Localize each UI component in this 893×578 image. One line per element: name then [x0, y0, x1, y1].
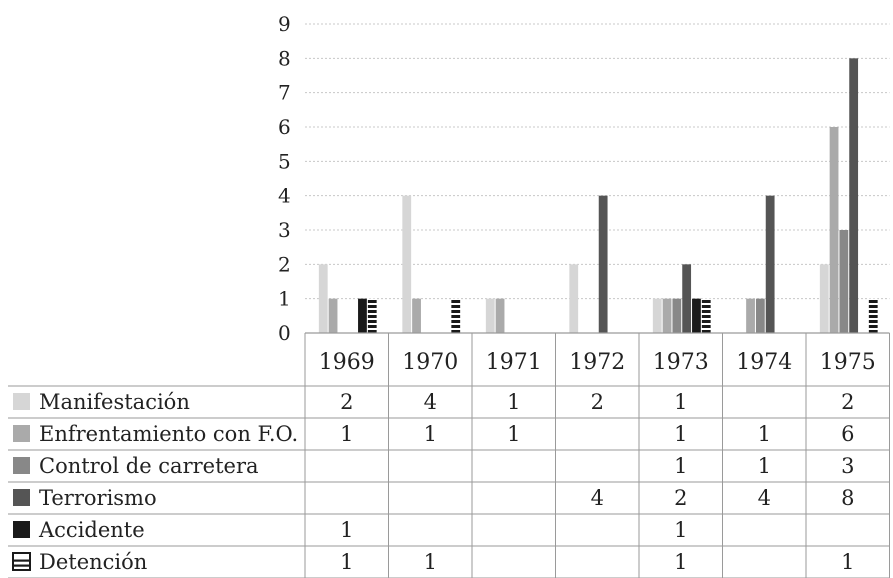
table-cell-enfrentamiento-con-f-o-1974: 1: [758, 422, 771, 446]
legend-swatch: [13, 521, 30, 538]
table-cell-manifestacion-1972: 2: [591, 390, 604, 414]
bar-accidente-1969: [358, 298, 367, 333]
row-label-control-de-carretera: Control de carretera: [39, 454, 259, 478]
table-cell-control-de-carretera-1974: 1: [758, 454, 771, 478]
y-tick-label: 9: [278, 12, 291, 36]
bar-control-de-carretera-1974: [755, 298, 765, 333]
bar-control-de-carretera-1975: [839, 230, 849, 333]
bar-enfrentamiento-con-f-o-1974: [746, 298, 755, 333]
y-tick-label: 0: [278, 321, 291, 345]
data-table: 1969 1970 1971 1972 1973 1974 1975 Manifestació…: [8, 332, 890, 578]
bar-detencion-1973: [701, 298, 711, 333]
legend-key-detencion: [12, 552, 31, 571]
bar-manifestacion-1970: [402, 195, 412, 333]
legend-key-manifestacion: [13, 393, 30, 410]
table-cell-accidente-1973: 1: [674, 518, 687, 542]
y-axis: 0 1 2 3 4 5 6 7 8 9: [278, 12, 291, 345]
bar-manifestacion-1969: [318, 264, 328, 333]
table-cell-manifestacion-1971: 1: [507, 390, 520, 414]
legend-swatch: [13, 457, 30, 474]
table-cell-control-de-carretera-1975: 3: [841, 454, 854, 478]
y-tick-label: 3: [278, 218, 291, 242]
bar-enfrentamiento-con-f-o-1975: [829, 127, 839, 333]
bar-enfrentamiento-con-f-o-1970: [412, 298, 421, 333]
year-label-1970: 1970: [402, 350, 458, 375]
table-cell-manifestacion-1969: 2: [340, 390, 353, 414]
bar-manifestacion-1972: [569, 264, 579, 333]
bar-terrorismo-1975: [849, 58, 859, 333]
row-label-terrorismo: Terrorismo: [39, 486, 157, 510]
legend-key-enfrentamiento-con-f-o: [13, 425, 30, 442]
y-tick-label: 4: [278, 184, 291, 208]
table-cell-terrorismo-1973: 2: [674, 486, 687, 510]
legend-swatch-stripe: [13, 559, 30, 562]
row-label-enfrentamiento-con-f-o: Enfrentamiento con F.O.: [39, 422, 298, 446]
table-cell-control-de-carretera-1973: 1: [674, 454, 687, 478]
table-cell-detencion-1975: 1: [841, 550, 854, 574]
bar-terrorismo-1972: [598, 195, 608, 333]
year-label-1971: 1971: [486, 350, 542, 375]
table-cell-manifestacion-1973: 1: [674, 390, 687, 414]
bar-control-de-carretera-1973: [672, 298, 682, 333]
y-tick-label: 8: [278, 46, 291, 70]
bar-terrorismo-1973: [682, 264, 692, 333]
row-label-accidente: Accidente: [38, 518, 145, 542]
legend-swatch: [13, 393, 30, 410]
y-tick-label: 6: [278, 115, 291, 139]
y-tick-label: 1: [278, 287, 291, 311]
table-cell-enfrentamiento-con-f-o-1970: 1: [424, 422, 437, 446]
table-cell-enfrentamiento-con-f-o-1969: 1: [340, 422, 353, 446]
legend-swatch: [13, 425, 30, 442]
y-tick-label: 2: [278, 252, 291, 276]
bar-manifestacion-1973: [652, 298, 662, 333]
table-cell-enfrentamiento-con-f-o-1975: 6: [841, 422, 854, 446]
table-cell-detencion-1973: 1: [674, 550, 687, 574]
y-tick-label: 7: [278, 81, 291, 105]
table-cell-terrorismo-1975: 8: [841, 486, 854, 510]
bar-enfrentamiento-con-f-o-1969: [328, 298, 338, 333]
table-cell-manifestacion-1970: 4: [424, 390, 437, 414]
bar-detencion-1970: [451, 298, 461, 333]
bar-enfrentamiento-con-f-o-1973: [662, 298, 672, 333]
row-label-detencion: Detención: [39, 550, 147, 574]
bar-terrorismo-1974: [765, 195, 775, 333]
bar-detencion-1969: [367, 298, 377, 333]
table-cell-terrorismo-1972: 4: [591, 486, 604, 510]
bar-enfrentamiento-con-f-o-1971: [495, 298, 505, 333]
legend-swatch-stripe: [13, 564, 30, 567]
legend-key-control-de-carretera: [13, 457, 30, 474]
bars: [318, 58, 878, 333]
table-cell-accidente-1969: 1: [340, 518, 353, 542]
row-label-manifestacion: Manifestación: [39, 390, 190, 414]
legend-swatch: [13, 489, 30, 506]
year-label-1972: 1972: [569, 350, 625, 375]
bar-accidente-1973: [692, 298, 701, 333]
table-cell-enfrentamiento-con-f-o-1971: 1: [507, 422, 520, 446]
legend-key-accidente: [13, 521, 30, 538]
year-label-1969: 1969: [319, 350, 375, 375]
table-cell-manifestacion-1975: 2: [841, 390, 854, 414]
bar-manifestacion-1971: [485, 298, 495, 333]
year-label-1975: 1975: [820, 350, 876, 375]
table-cell-terrorismo-1974: 4: [758, 486, 771, 510]
gridlines: [305, 23, 890, 300]
bar-detencion-1975: [868, 298, 878, 333]
table-cell-detencion-1969: 1: [340, 550, 353, 574]
table-cell-detencion-1970: 1: [424, 550, 437, 574]
bar-manifestacion-1975: [819, 264, 829, 333]
legend-key-terrorismo: [13, 489, 30, 506]
year-label-1973: 1973: [653, 350, 709, 375]
year-label-1974: 1974: [736, 350, 792, 375]
y-tick-label: 5: [278, 149, 291, 173]
table-cell-enfrentamiento-con-f-o-1973: 1: [674, 422, 687, 446]
